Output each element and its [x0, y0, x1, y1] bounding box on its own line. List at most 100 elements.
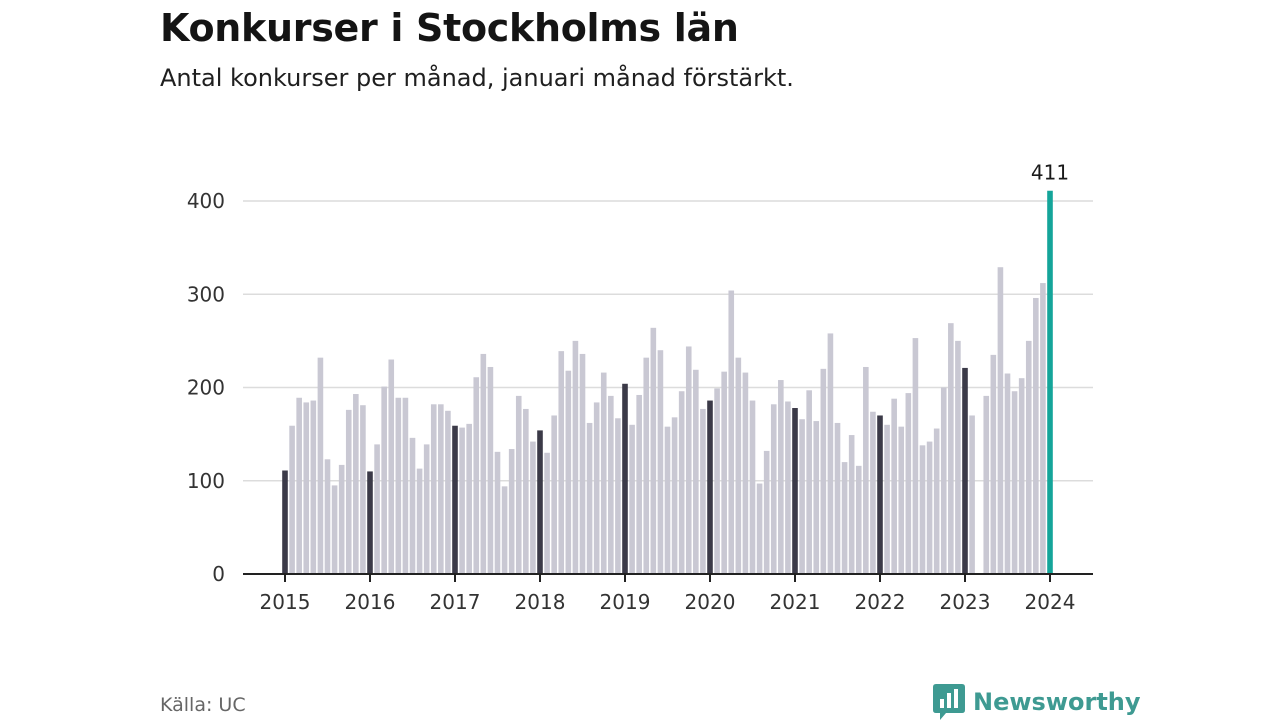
- bar-2022-5: [905, 393, 912, 574]
- bar-2015-2: [289, 425, 295, 574]
- x-tick-label: 2020: [685, 590, 736, 614]
- y-tick-label: 400: [187, 189, 225, 213]
- bar-2019-6: [657, 350, 664, 574]
- bar-2018-12: [615, 418, 621, 574]
- bar-2022-1: [877, 415, 883, 574]
- bar-2023-9: [1018, 378, 1025, 574]
- bar-2017-12: [530, 441, 536, 574]
- bar-2015-10: [345, 409, 352, 574]
- bar-2016-3: [381, 386, 387, 574]
- bar-2020-4: [728, 290, 735, 574]
- brand-logo[interactable]: Newsworthy: [933, 684, 1141, 720]
- x-tick-label: 2015: [260, 590, 311, 614]
- bar-2022-7: [919, 445, 926, 574]
- bar-2019-4: [643, 357, 650, 574]
- bar-2021-1: [792, 408, 798, 574]
- bar-2022-10: [940, 387, 947, 574]
- newsworthy-chart-logo-icon: [933, 684, 965, 720]
- bar-2021-6: [827, 333, 834, 574]
- bar-2019-3: [636, 394, 642, 574]
- x-tick-label: 2018: [515, 590, 566, 614]
- bar-2021-10: [855, 465, 862, 574]
- y-tick-label: 0: [212, 562, 225, 586]
- bar-2021-12: [870, 411, 876, 574]
- bar-2023-4: [983, 395, 990, 574]
- bar-2023-7: [1004, 373, 1011, 574]
- bar-2018-2: [544, 452, 550, 574]
- bar-2019-7: [664, 426, 671, 574]
- bar-2021-4: [813, 421, 820, 574]
- bar-2018-6: [572, 340, 579, 574]
- bar-2016-1: [367, 471, 373, 574]
- bar-2021-11: [863, 366, 869, 574]
- bar-2015-8: [331, 485, 338, 574]
- bar-2019-2: [629, 424, 635, 574]
- x-tick-label: 2021: [770, 590, 821, 614]
- bars: [282, 190, 1053, 574]
- bar-2015-11: [353, 394, 359, 574]
- bar-2020-10: [770, 404, 777, 574]
- bar-2022-4: [898, 426, 905, 574]
- chart-subtitle: Antal konkurser per månad, januari månad…: [160, 64, 794, 92]
- bar-2017-8: [501, 486, 508, 574]
- x-tick-label: 2019: [600, 590, 651, 614]
- bar-2017-5: [480, 353, 487, 574]
- latest-value-label: 411: [1031, 161, 1069, 185]
- bar-2020-8: [756, 483, 763, 574]
- bar-2020-2: [714, 388, 720, 574]
- bar-2020-9: [763, 450, 770, 574]
- bar-2023-6: [997, 267, 1004, 574]
- bar-2023-5: [990, 354, 997, 574]
- bar-2015-4: [303, 402, 310, 574]
- bar-2016-6: [402, 397, 409, 574]
- chart-title: Konkurser i Stockholms län: [160, 6, 739, 50]
- bar-2017-3: [466, 423, 472, 574]
- bar-2018-5: [565, 370, 572, 574]
- bar-2021-9: [848, 435, 855, 574]
- bar-2015-7: [324, 459, 331, 574]
- bar-2022-9: [933, 428, 940, 574]
- bar-2016-2: [374, 444, 380, 574]
- bar-2016-9: [423, 444, 430, 574]
- y-tick-label: 200: [187, 376, 225, 400]
- bar-2021-3: [806, 390, 812, 574]
- x-tick-label: 2024: [1025, 590, 1076, 614]
- bar-2018-8: [586, 422, 593, 574]
- bar-2020-11: [778, 380, 784, 574]
- bar-2016-7: [409, 437, 416, 574]
- y-axis-labels: 0 100 200 300 400: [187, 189, 225, 586]
- bar-2023-8: [1011, 391, 1018, 574]
- annotation: 411: [1031, 161, 1069, 185]
- y-tick-label: 100: [187, 469, 225, 493]
- bar-2022-11: [948, 323, 954, 574]
- bar-2021-5: [820, 368, 827, 574]
- bar-2018-10: [600, 372, 607, 574]
- bar-2023-12: [1040, 283, 1046, 574]
- bar-2019-10: [685, 346, 692, 574]
- bar-2019-8: [671, 417, 678, 574]
- bar-2016-11: [438, 404, 444, 574]
- bar-2022-8: [926, 441, 933, 574]
- bar-2017-6: [487, 366, 494, 574]
- bar-2019-5: [650, 327, 657, 574]
- bar-2023-10: [1025, 340, 1032, 574]
- bar-2015-9: [338, 464, 345, 574]
- bar-2021-2: [799, 419, 805, 574]
- bar-2022-6: [912, 338, 919, 574]
- bar-2019-1: [622, 383, 628, 574]
- bar-2019-12: [700, 408, 706, 574]
- x-axis: 2015 2016 2017 2018 2019 2020 2021 2022 2023 2024: [243, 573, 1093, 614]
- bar-2021-8: [841, 462, 848, 574]
- bar-2019-9: [678, 391, 685, 574]
- bar-2016-10: [430, 404, 437, 574]
- bar-2015-3: [296, 397, 302, 574]
- brand-name: Newsworthy: [973, 688, 1141, 716]
- bar-2018-7: [579, 353, 586, 574]
- bar-2017-1: [452, 425, 458, 574]
- bar-2020-12: [785, 401, 791, 574]
- bar-2016-4: [388, 359, 395, 574]
- bar-2015-12: [360, 405, 366, 574]
- bar-2022-2: [884, 424, 890, 574]
- bar-2015-5: [310, 400, 317, 574]
